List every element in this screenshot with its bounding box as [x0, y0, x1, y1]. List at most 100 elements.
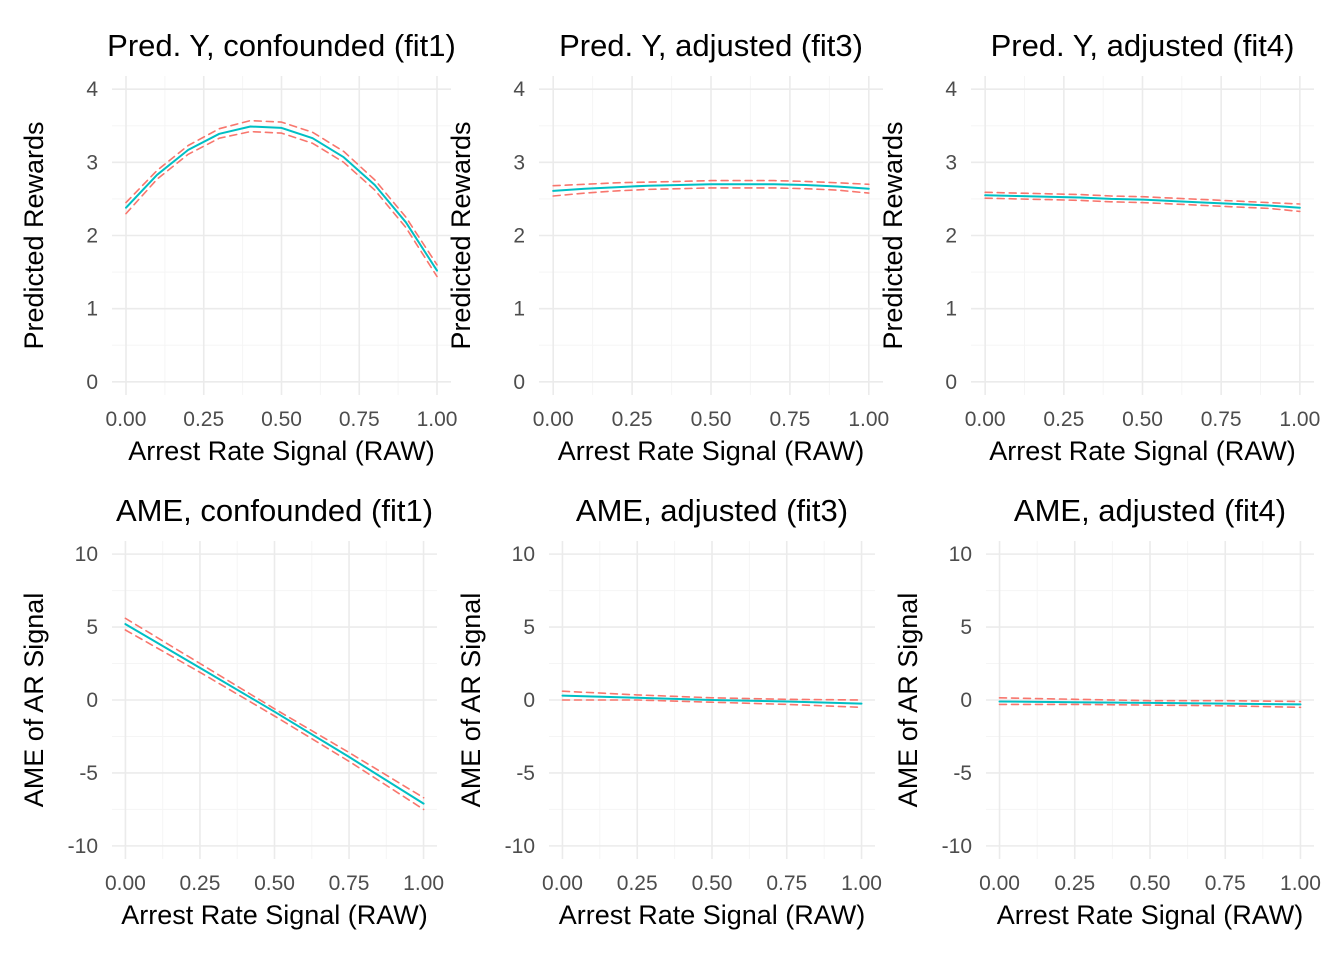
y-tick-label: -10 — [68, 835, 98, 858]
series-line-lower — [561, 699, 863, 709]
series-line-upper — [124, 617, 425, 799]
y-tick-label: 0 — [960, 689, 972, 712]
x-tick-label: 0.50 — [692, 872, 733, 895]
panel-4: 0.00 0.25 0.50 0.75 1.00 -10 -5 0 5 10 AME, confou… — [19, 493, 444, 930]
x-tick-label: 0.25 — [180, 872, 221, 895]
series-line-upper — [984, 191, 1301, 205]
x-tick-label: 0.25 — [183, 408, 224, 431]
panel-title: AME, adjusted (fit3) — [576, 493, 848, 528]
y-axis-title: Predicted Rewards — [19, 121, 49, 349]
x-tick-label: 0.75 — [339, 408, 380, 431]
y-tick-label: 10 — [949, 543, 972, 566]
panel-1: 0.00 0.25 0.50 0.75 1.00 0 1 2 3 4 Pred. Y, confou… — [19, 28, 457, 466]
y-tick-label: 2 — [513, 225, 525, 248]
x-tick-label: 0.25 — [1043, 408, 1084, 431]
x-tick-label: 1.00 — [1280, 872, 1321, 895]
y-tick-label: -5 — [79, 762, 98, 785]
x-axis-title: Arrest Rate Signal (RAW) — [997, 900, 1304, 930]
panel-6: 0.00 0.25 0.50 0.75 1.00 -10 -5 0 5 10 AME, adjust… — [893, 493, 1321, 930]
x-axis-title: Arrest Rate Signal (RAW) — [559, 900, 866, 930]
y-tick-label: 2 — [945, 225, 957, 248]
series-line-fit — [984, 194, 1301, 209]
x-tick-label: 0.00 — [965, 408, 1006, 431]
y-tick-label: 1 — [86, 298, 98, 321]
x-tick-label: 1.00 — [1279, 408, 1320, 431]
x-tick-label: 0.75 — [769, 408, 810, 431]
y-tick-label: 5 — [523, 616, 535, 639]
x-tick-label: 0.25 — [612, 408, 653, 431]
x-tick-label: 0.00 — [106, 408, 147, 431]
y-tick-label: 4 — [513, 78, 525, 101]
y-tick-label: -5 — [516, 762, 535, 785]
y-tick-label: 0 — [945, 371, 957, 394]
y-tick-label: 2 — [86, 225, 98, 248]
series-line-fit — [552, 183, 870, 192]
x-tick-label: 0.00 — [105, 872, 146, 895]
x-tick-label: 0.75 — [1201, 408, 1242, 431]
series-line-upper — [998, 696, 1302, 703]
x-axis-title: Arrest Rate Signal (RAW) — [128, 436, 435, 466]
series-line-lower — [124, 629, 425, 811]
x-axis-title: Arrest Rate Signal (RAW) — [989, 436, 1296, 466]
x-tick-label: 1.00 — [841, 872, 882, 895]
panel-title: Pred. Y, adjusted (fit4) — [991, 28, 1295, 63]
panel-title: Pred. Y, adjusted (fit3) — [559, 28, 863, 63]
x-tick-label: 0.75 — [329, 872, 370, 895]
x-tick-label: 0.75 — [1205, 872, 1246, 895]
x-tick-label: 0.00 — [542, 872, 583, 895]
x-tick-label: 1.00 — [848, 408, 889, 431]
y-axis-title: Predicted Rewards — [878, 121, 908, 349]
y-axis-title: AME of AR Signal — [893, 593, 923, 808]
x-tick-label: 0.50 — [691, 408, 732, 431]
y-tick-label: 1 — [945, 298, 957, 321]
y-tick-label: 10 — [75, 543, 98, 566]
y-axis-title: AME of AR Signal — [19, 593, 49, 808]
x-tick-label: 0.50 — [1130, 872, 1171, 895]
series-line-fit — [125, 125, 438, 272]
series-line-lower — [125, 130, 438, 278]
x-tick-label: 0.00 — [979, 872, 1020, 895]
x-tick-label: 0.25 — [617, 872, 658, 895]
y-tick-label: 0 — [523, 689, 535, 712]
y-tick-label: 10 — [512, 543, 535, 566]
y-tick-label: 4 — [86, 78, 98, 101]
y-axis-title: Predicted Rewards — [446, 121, 476, 349]
x-tick-label: 0.00 — [533, 408, 574, 431]
y-tick-label: 0 — [513, 371, 525, 394]
y-tick-label: -5 — [953, 762, 972, 785]
series-line-fit — [561, 694, 863, 705]
series-line-lower — [984, 197, 1301, 213]
y-tick-label: 1 — [513, 298, 525, 321]
series-line-lower — [552, 187, 870, 197]
series-line-upper — [125, 119, 438, 266]
panel-3: 0.00 0.25 0.50 0.75 1.00 0 1 2 3 4 Pred. Y, adjust… — [878, 28, 1320, 466]
y-tick-label: 3 — [86, 151, 98, 174]
panel-title: AME, adjusted (fit4) — [1014, 493, 1286, 528]
series-line-upper — [561, 690, 863, 701]
x-tick-label: 0.75 — [766, 872, 807, 895]
panel-2: 0.00 0.25 0.50 0.75 1.00 0 1 2 3 4 Pred. Y, adjust… — [446, 28, 889, 466]
y-tick-label: 0 — [86, 689, 98, 712]
x-tick-label: 1.00 — [403, 872, 444, 895]
y-tick-label: 4 — [945, 78, 957, 101]
series-line-lower — [998, 703, 1302, 709]
x-axis-title: Arrest Rate Signal (RAW) — [558, 436, 865, 466]
x-tick-label: 0.50 — [1122, 408, 1163, 431]
y-tick-label: 3 — [945, 151, 957, 174]
series-line-fit — [124, 623, 425, 805]
x-tick-label: 0.50 — [261, 408, 302, 431]
panel-title: Pred. Y, confounded (fit1) — [107, 28, 456, 63]
panel-5: 0.00 0.25 0.50 0.75 1.00 -10 -5 0 5 10 AME, adjust… — [456, 493, 882, 930]
x-tick-label: 0.50 — [254, 872, 295, 895]
y-tick-label: 0 — [86, 371, 98, 394]
y-tick-label: -10 — [942, 835, 972, 858]
x-tick-label: 1.00 — [417, 408, 458, 431]
series-line-upper — [552, 179, 870, 187]
y-tick-label: 5 — [86, 616, 98, 639]
x-tick-label: 0.25 — [1054, 872, 1095, 895]
y-tick-label: 3 — [513, 151, 525, 174]
panel-title: AME, confounded (fit1) — [116, 493, 433, 528]
series-line-fit — [998, 700, 1302, 706]
y-axis-title: AME of AR Signal — [456, 593, 486, 808]
